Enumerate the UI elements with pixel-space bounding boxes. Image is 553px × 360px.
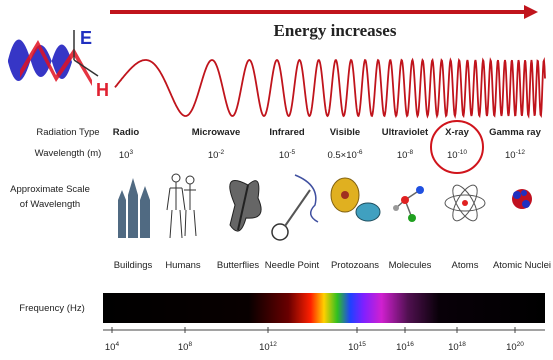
wavelength-exp: -12 bbox=[516, 149, 526, 156]
frequency-tick: 1012 bbox=[259, 341, 277, 353]
wavelength-base: 10 bbox=[447, 150, 458, 161]
row-label: Wavelength (m) bbox=[35, 148, 102, 159]
radiation-name: Radio bbox=[113, 127, 140, 138]
wavelength-exp: -6 bbox=[357, 149, 363, 156]
wavelength-exp: -10 bbox=[458, 149, 468, 156]
frequency-tick: 1020 bbox=[506, 341, 524, 353]
arrow-head bbox=[524, 5, 538, 19]
title: Energy increases bbox=[274, 21, 397, 40]
wavelength: 10-10 bbox=[447, 149, 467, 161]
row-label: Radiation Type bbox=[36, 127, 99, 138]
scale-object: Butterflies bbox=[217, 260, 259, 271]
wavelength-base: 10 bbox=[505, 150, 516, 161]
wavelength-exp: -8 bbox=[407, 149, 413, 156]
scale-object: Atoms bbox=[452, 260, 479, 271]
frequency-tick-base: 10 bbox=[448, 342, 459, 353]
frequency-tick: 1015 bbox=[348, 341, 366, 353]
frequency-tick-exp: 4 bbox=[115, 341, 119, 348]
wavelength-base: 10 bbox=[397, 150, 408, 161]
frequency-tick-base: 10 bbox=[259, 342, 270, 353]
frequency-tick-base: 10 bbox=[396, 342, 407, 353]
wavelength-exp: -5 bbox=[289, 149, 295, 156]
frequency-tick-exp: 18 bbox=[459, 341, 467, 348]
scale-object: Humans bbox=[165, 260, 201, 271]
icons bbox=[118, 174, 532, 240]
frequency-tick: 104 bbox=[105, 341, 120, 353]
frequency-tick-exp: 12 bbox=[270, 341, 278, 348]
frequency-tick-exp: 15 bbox=[359, 341, 367, 348]
row-label: Frequency (Hz) bbox=[19, 303, 84, 314]
row-label: Approximate Scale bbox=[10, 184, 90, 195]
wavelength-base: 10 bbox=[279, 150, 290, 161]
wavelength-base: 0.5×10 bbox=[327, 150, 356, 161]
radiation-name: X-ray bbox=[445, 127, 469, 138]
scale-object: Atomic Nuclei bbox=[493, 260, 551, 271]
scale-object: Protozoans bbox=[331, 260, 379, 271]
wavelength-base: 10 bbox=[208, 150, 219, 161]
wavelength: 10-5 bbox=[279, 149, 296, 161]
wavelength: 10-8 bbox=[397, 149, 414, 161]
scale-object: Buildings bbox=[114, 260, 153, 271]
frequency-tick: 1016 bbox=[396, 341, 414, 353]
frequency-tick: 1018 bbox=[448, 341, 466, 353]
radiation-name: Microwave bbox=[192, 127, 241, 138]
frequency-tick-exp: 16 bbox=[407, 341, 415, 348]
wavelength-exp: -2 bbox=[218, 149, 224, 156]
spectrum-bar bbox=[103, 293, 545, 323]
frequency-tick: 108 bbox=[178, 341, 193, 353]
wavelength: 10-2 bbox=[208, 149, 225, 161]
frequency-tick-exp: 8 bbox=[188, 341, 192, 348]
wavelength-exp: 3 bbox=[129, 149, 133, 156]
frequency-tick-exp: 20 bbox=[517, 341, 525, 348]
frequency-tick-base: 10 bbox=[105, 342, 116, 353]
scale-object: Needle Point bbox=[265, 260, 320, 271]
row-label: of Wavelength bbox=[20, 199, 80, 210]
wavelength: 103 bbox=[119, 149, 134, 161]
wavelength: 0.5×10-6 bbox=[327, 149, 362, 161]
radiation-name: Ultraviolet bbox=[382, 127, 429, 138]
spectrum-diagram: Energy increases E H Radiation Type Wave… bbox=[0, 0, 553, 360]
radiation-name: Infrared bbox=[269, 127, 305, 138]
e-label: E bbox=[80, 28, 92, 48]
radiation-name: Gamma ray bbox=[489, 127, 541, 138]
frequency-tick-base: 10 bbox=[506, 342, 517, 353]
frequency-tick-base: 10 bbox=[178, 342, 189, 353]
wavelength-base: 10 bbox=[119, 150, 130, 161]
scale-object: Molecules bbox=[389, 260, 432, 271]
h-label: H bbox=[96, 80, 109, 100]
em-wave-icon: E H bbox=[8, 28, 109, 100]
radiation-name: Visible bbox=[330, 127, 360, 138]
wavelength: 10-12 bbox=[505, 149, 525, 161]
wave bbox=[115, 60, 545, 116]
frequency-tick-base: 10 bbox=[348, 342, 359, 353]
